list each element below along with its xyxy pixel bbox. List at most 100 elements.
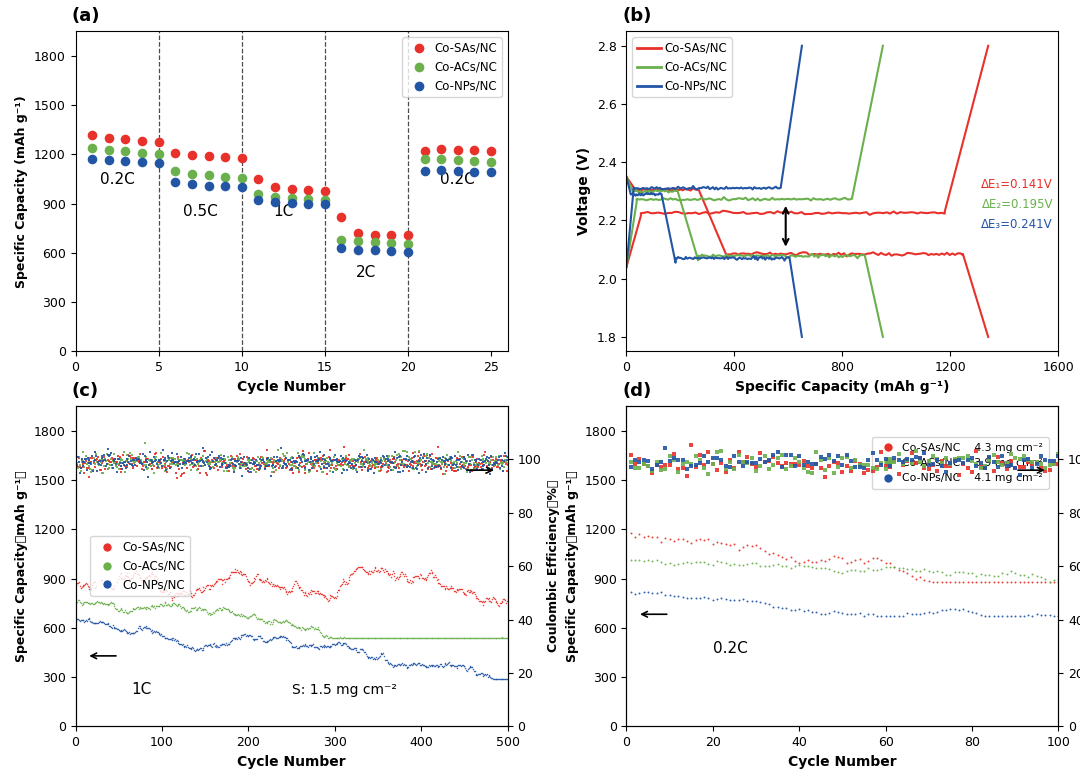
Point [307,640,324,653]
Point [80,459,97,472]
Point [126,566,144,579]
Point [298,458,315,470]
Point [424,455,442,468]
Point [834,466,851,479]
Point [445,660,462,672]
Point [661,450,678,462]
Point [429,661,446,673]
Point [462,631,480,644]
Point [112,572,130,584]
Point [415,631,432,644]
Point [418,574,435,587]
Point [259,451,276,464]
Point [113,625,131,637]
Point [343,644,361,656]
Point [367,456,384,469]
Point [260,460,278,473]
Point [91,615,108,628]
Point [267,461,284,473]
Point [215,452,232,465]
Point [336,575,353,587]
Point [327,631,345,644]
Point [224,605,241,618]
Point [497,455,514,468]
Point [998,568,1015,580]
Point [208,603,226,615]
Point [436,658,454,670]
Point [353,642,370,654]
Point [405,657,422,669]
Point [205,578,222,590]
Point [160,452,177,465]
Point [421,631,438,644]
Point [403,631,420,644]
Point [924,458,942,470]
Point [80,454,97,466]
Point [275,630,293,643]
Point [287,621,305,633]
Point [119,607,136,619]
Point [373,647,390,659]
Point [674,533,691,545]
Point [739,594,756,607]
Point [443,456,460,469]
Point [683,537,700,549]
Point [335,451,352,464]
Point [99,458,117,470]
Point [499,458,516,471]
Point [280,586,297,598]
Point [207,458,225,471]
Point [201,583,218,595]
Point [92,456,109,469]
Point [351,451,368,463]
Point [363,566,380,579]
Point [916,574,933,587]
Point [834,607,851,619]
Point [415,572,432,585]
Point [103,455,120,468]
Point [143,625,160,637]
Point [109,458,126,471]
Point [143,459,160,472]
Point [160,454,177,466]
Point [89,465,106,477]
Point [249,187,267,200]
Point [825,605,842,618]
Point [301,464,319,476]
Point [394,465,411,477]
Point [114,448,132,461]
Point [257,459,274,472]
Point [274,582,292,594]
Point [160,599,177,612]
Point [174,457,191,469]
Point [457,453,474,465]
Point [372,465,389,477]
Point [471,454,488,466]
Point [881,557,899,569]
Point [423,567,441,580]
Point [429,452,446,465]
Point [350,631,367,644]
Point [959,455,976,467]
Point [418,661,435,673]
Point [177,589,194,601]
Point [311,640,328,652]
Point [239,630,256,643]
Point [431,458,448,471]
Point [342,568,360,580]
Point [470,631,487,644]
Point [496,631,513,644]
Point [485,457,502,469]
Point [352,561,369,573]
Point [436,631,454,644]
Point [200,639,217,651]
Point [177,604,194,617]
Point [976,576,994,588]
Point [272,455,289,468]
Point [446,450,463,462]
Point [350,455,367,467]
Point [79,597,96,609]
Point [189,583,206,595]
Point [377,456,394,469]
Point [126,603,144,615]
